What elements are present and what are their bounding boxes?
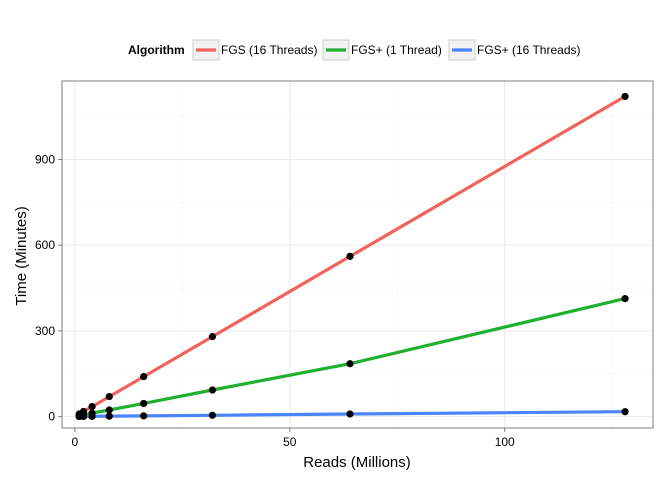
- data-point-fgs-16-threads: [621, 92, 629, 101]
- data-point-fgs-16-threads: [79, 412, 88, 421]
- y-axis-title: Time (Minutes): [13, 206, 30, 305]
- legend-label: FGS+ (1 Thread): [351, 43, 442, 57]
- y-tick-label: 300: [35, 324, 55, 338]
- y-tick-label: 900: [35, 153, 55, 167]
- data-point-fgs-16-threads: [346, 410, 354, 418]
- legend-title: Algorithm: [128, 43, 185, 57]
- data-point-fgs-16-threads: [208, 411, 217, 419]
- data-point-fgs-16-threads: [105, 392, 113, 401]
- legend-label: FGS+ (16 Threads): [477, 43, 581, 57]
- data-point-fgs-1-thread: [140, 399, 148, 408]
- y-tick-label: 0: [48, 410, 55, 424]
- data-point-fgs-16-threads: [105, 412, 113, 420]
- legend-item-fgs-16-threads: FGS (16 Threads): [192, 39, 317, 61]
- y-tick-label: 600: [35, 238, 55, 252]
- legend-item-fgs-1-thread: FGS+ (1 Thread): [322, 39, 442, 61]
- x-tick-label: 50: [283, 435, 297, 449]
- data-point-fgs-16-threads: [346, 252, 354, 260]
- data-point-fgs-16-threads: [208, 333, 217, 341]
- data-point-fgs-1-thread: [105, 406, 113, 414]
- plot-border: [61, 80, 654, 429]
- x-axis-title: Reads (Millions): [303, 454, 411, 471]
- data-point-fgs-1-thread: [346, 360, 354, 368]
- data-point-fgs-16-threads: [88, 412, 96, 420]
- legend: Algorithm FGS (16 Threads) FGS+ (1 Thread…: [128, 39, 581, 61]
- data-point-fgs-16-threads: [140, 372, 148, 381]
- x-tick-label: 0: [72, 435, 79, 449]
- legend-item-fgs-16-threads: FGS+ (16 Threads): [448, 39, 581, 61]
- data-point-fgs-1-thread: [621, 295, 629, 303]
- data-point-fgs-16-threads: [88, 402, 96, 411]
- x-tick-label: 100: [495, 435, 515, 449]
- data-point-fgs-16-threads: [140, 412, 148, 420]
- legend-label: FGS (16 Threads): [221, 43, 317, 57]
- data-point-fgs-16-threads: [621, 408, 629, 416]
- data-point-fgs-1-thread: [208, 386, 217, 394]
